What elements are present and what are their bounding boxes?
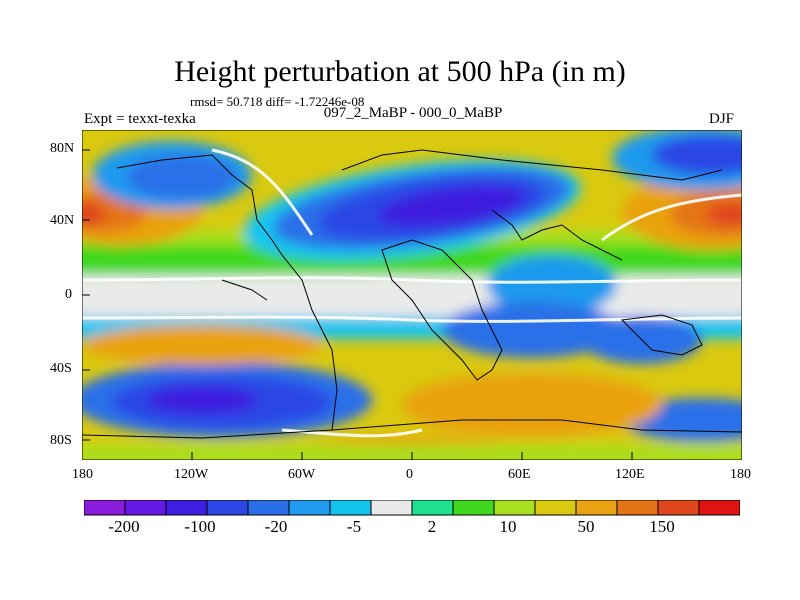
comparison-label: 097_2_MaBP - 000_0_MaBP xyxy=(323,105,503,121)
colorbar-swatch xyxy=(452,500,495,516)
colorbar-label: 2 xyxy=(427,517,437,536)
lat-tick-label: 40N xyxy=(50,213,75,228)
lon-tick-label: 120E xyxy=(615,467,645,482)
colorbar-swatch xyxy=(698,500,740,516)
lon-tick-label: 0 xyxy=(406,467,413,482)
colorbar-swatch xyxy=(124,500,167,516)
colorbar-label: -200 xyxy=(108,517,140,536)
colorbar-swatch xyxy=(247,500,290,516)
lat-tick-label: 0 xyxy=(65,287,72,302)
lat-tick-label: 80S xyxy=(50,433,72,448)
colorbar-swatch xyxy=(329,500,372,516)
colorbar-label: -20 xyxy=(264,517,288,536)
lon-tick-label: 60W xyxy=(288,467,316,482)
colorbar-label: 50 xyxy=(577,517,595,536)
colorbar-label: 150 xyxy=(649,517,675,536)
colorbar-swatch xyxy=(616,500,659,516)
contour-field xyxy=(82,130,742,460)
plot-title: Height perturbation at 500 hPa (in m) xyxy=(174,55,626,88)
colorbar-swatch xyxy=(575,500,618,516)
colorbar-label: -5 xyxy=(346,517,362,536)
colorbar-label: -100 xyxy=(184,517,216,536)
lon-tick-label: 180 xyxy=(72,467,93,482)
tick-marks xyxy=(82,149,633,460)
lon-tick-label: 60E xyxy=(508,467,531,482)
colorbar-swatch xyxy=(370,500,413,516)
lat-tick-label: 80N xyxy=(50,141,75,156)
lat-tick-label: 40S xyxy=(50,361,72,376)
colorbar-label: 10 xyxy=(499,517,517,536)
colorbar-swatch xyxy=(288,500,331,516)
colorbar-swatch xyxy=(165,500,208,516)
colorbar-swatch xyxy=(534,500,577,516)
contour-map xyxy=(82,130,742,460)
colorbar-swatch xyxy=(84,500,126,516)
season-label: DJF xyxy=(709,111,735,127)
colorbar-swatch xyxy=(206,500,249,516)
colorbar-swatch xyxy=(657,500,700,516)
stats-text: rmsd= 50.718 diff= -1.72246e-08 xyxy=(190,94,365,109)
lon-tick-label: 120W xyxy=(174,467,209,482)
lon-tick-label: 180 xyxy=(730,467,751,482)
coastline xyxy=(82,149,742,439)
experiment-label: Expt = texxt-texka xyxy=(84,111,196,127)
colorbar xyxy=(84,500,740,516)
colorbar-swatch xyxy=(411,500,454,516)
colorbar-swatch xyxy=(493,500,536,516)
